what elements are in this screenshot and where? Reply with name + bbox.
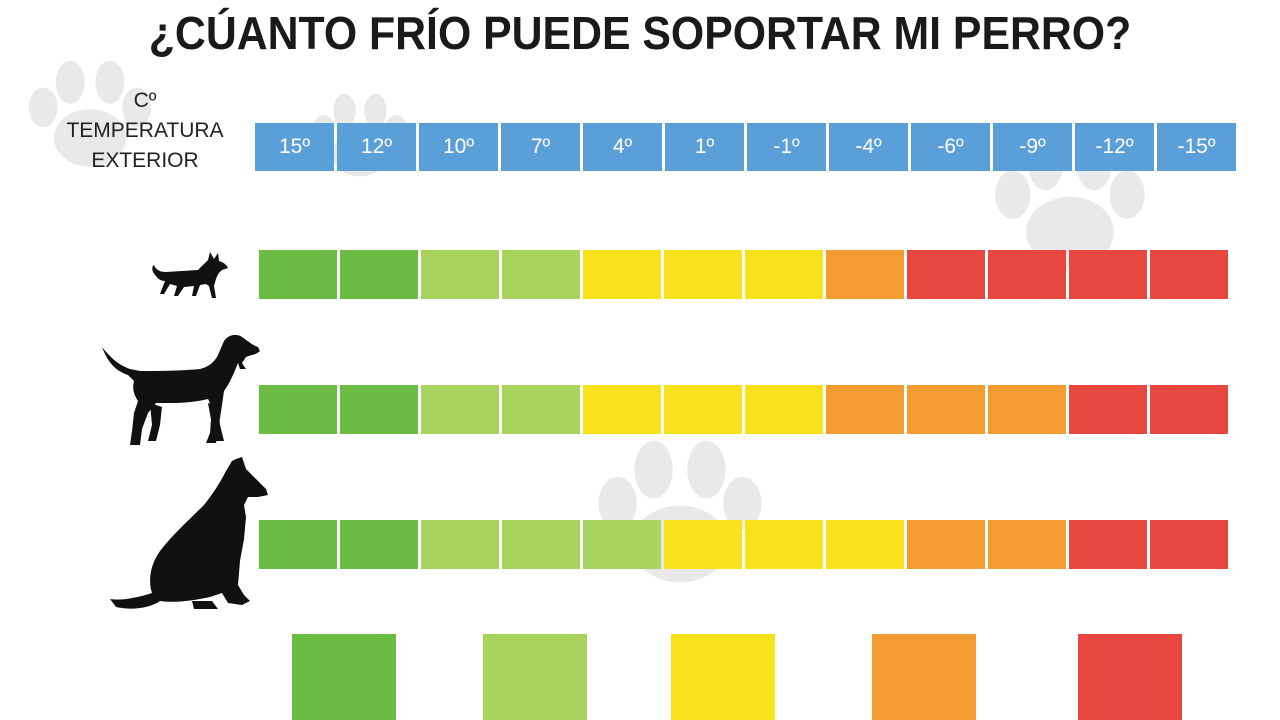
temperature-axis-label: Cº TEMPERATURA EXTERIOR	[50, 86, 240, 176]
tolerance-cell	[1069, 385, 1147, 434]
tolerance-cell	[745, 385, 823, 434]
temperature-label-line2: EXTERIOR	[91, 149, 199, 172]
tolerance-cell	[988, 385, 1066, 434]
tolerance-cell	[340, 250, 418, 299]
tolerance-cell	[583, 250, 661, 299]
tolerance-cell	[907, 250, 985, 299]
legend-swatch	[292, 634, 396, 720]
tolerance-cell	[664, 250, 742, 299]
tolerance-cell	[583, 520, 661, 569]
temperature-cell: 10º	[419, 123, 498, 171]
tolerance-cell	[664, 520, 742, 569]
temperature-cell: -15º	[1157, 123, 1236, 171]
large-dog-row	[0, 520, 1280, 569]
tolerance-cell	[1150, 520, 1228, 569]
legend-swatch	[671, 634, 775, 720]
tolerance-cell	[664, 385, 742, 434]
temperature-cell: 12º	[337, 123, 416, 171]
temperature-unit: Cº	[133, 89, 157, 112]
legend-swatch	[483, 634, 587, 720]
tolerance-cell	[340, 520, 418, 569]
tolerance-cell	[745, 250, 823, 299]
tolerance-cell	[826, 250, 904, 299]
tolerance-cell	[826, 520, 904, 569]
temperature-cell: -4º	[829, 123, 908, 171]
tolerance-cell	[1069, 250, 1147, 299]
tolerance-cell	[583, 385, 661, 434]
temperature-header-row: 15º 12º 10º 7º 4º 1º -1º -4º -6º -9º -12º -15º	[0, 123, 1280, 171]
tolerance-cell	[907, 520, 985, 569]
temperature-cell: 7º	[501, 123, 580, 171]
legend-swatch	[872, 634, 976, 720]
tolerance-cell	[259, 520, 337, 569]
tolerance-cell	[1150, 385, 1228, 434]
paw-print	[28, 60, 152, 167]
medium-dog-row	[0, 385, 1280, 434]
tolerance-cell	[259, 250, 337, 299]
tolerance-cell	[340, 385, 418, 434]
tolerance-cell	[907, 385, 985, 434]
temperature-cell: 4º	[583, 123, 662, 171]
page-title: ¿CÚANTO FRÍO PUEDE SOPORTAR MI PERRO?	[148, 7, 1132, 59]
temperature-label-line1: TEMPERATURA	[66, 119, 224, 142]
temperature-cell: -6º	[911, 123, 990, 171]
tolerance-cell	[259, 385, 337, 434]
tolerance-cell	[421, 250, 499, 299]
medium-dog-icon	[102, 334, 260, 445]
temperature-cell: 15º	[255, 123, 334, 171]
temperature-cell: -1º	[747, 123, 826, 171]
small-dog-row	[0, 250, 1280, 299]
tolerance-cell	[988, 520, 1066, 569]
tolerance-cell	[1150, 250, 1228, 299]
tolerance-cell	[421, 520, 499, 569]
large-dog-icon	[110, 457, 268, 609]
tolerance-cell	[745, 520, 823, 569]
temperature-cell: -9º	[993, 123, 1072, 171]
tolerance-cell	[502, 250, 580, 299]
tolerance-cell	[502, 385, 580, 434]
small-dog-icon	[152, 252, 228, 298]
tolerance-cell	[988, 250, 1066, 299]
temperature-cell: -12º	[1075, 123, 1154, 171]
tolerance-cell	[502, 520, 580, 569]
tolerance-cell	[826, 385, 904, 434]
tolerance-cell	[421, 385, 499, 434]
legend-swatch	[1078, 634, 1182, 720]
temperature-cell: 1º	[665, 123, 744, 171]
tolerance-cell	[1069, 520, 1147, 569]
